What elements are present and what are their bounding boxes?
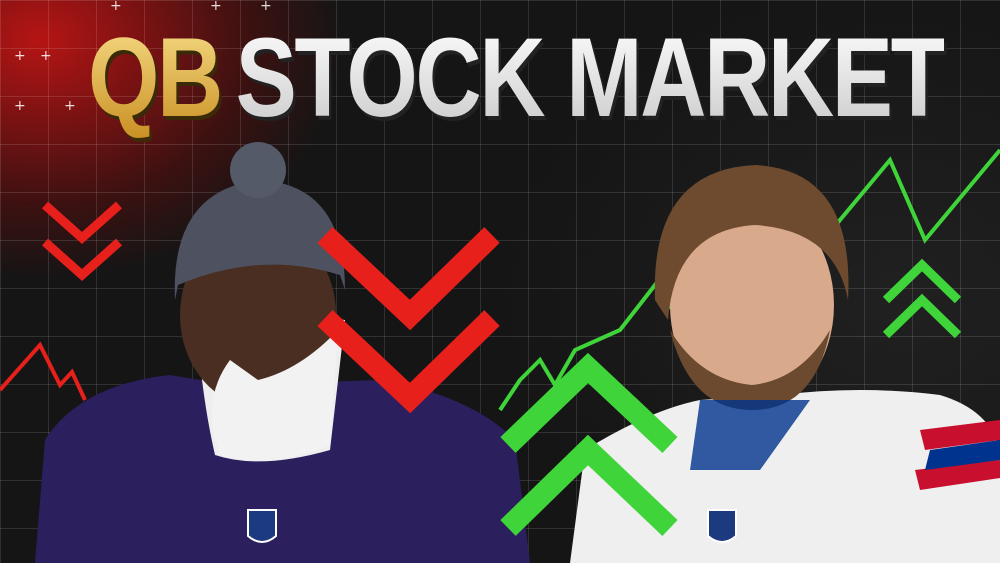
title-prefix: QB [88,15,223,140]
svg-text:+: + [260,0,272,14]
sparkles: + + + + + + + [14,0,272,114]
ravens-player-image [35,142,530,563]
chevron-double-up-icon [500,352,678,536]
chevron-double-down-icon [42,201,122,282]
title-main: STOCK MARKET [235,15,947,140]
svg-text:+: + [40,48,52,64]
svg-text:+: + [210,0,222,14]
bills-player-image [570,165,1000,563]
down-trend-line [0,341,87,401]
svg-text:+: + [64,98,76,114]
chevron-double-up-icon [882,258,962,339]
svg-text:+: + [14,48,26,64]
svg-text:+: + [110,0,122,14]
chevron-double-down-icon [317,226,500,414]
svg-text:+: + [14,98,26,114]
page-title: QB STOCK MARKET [88,22,947,134]
